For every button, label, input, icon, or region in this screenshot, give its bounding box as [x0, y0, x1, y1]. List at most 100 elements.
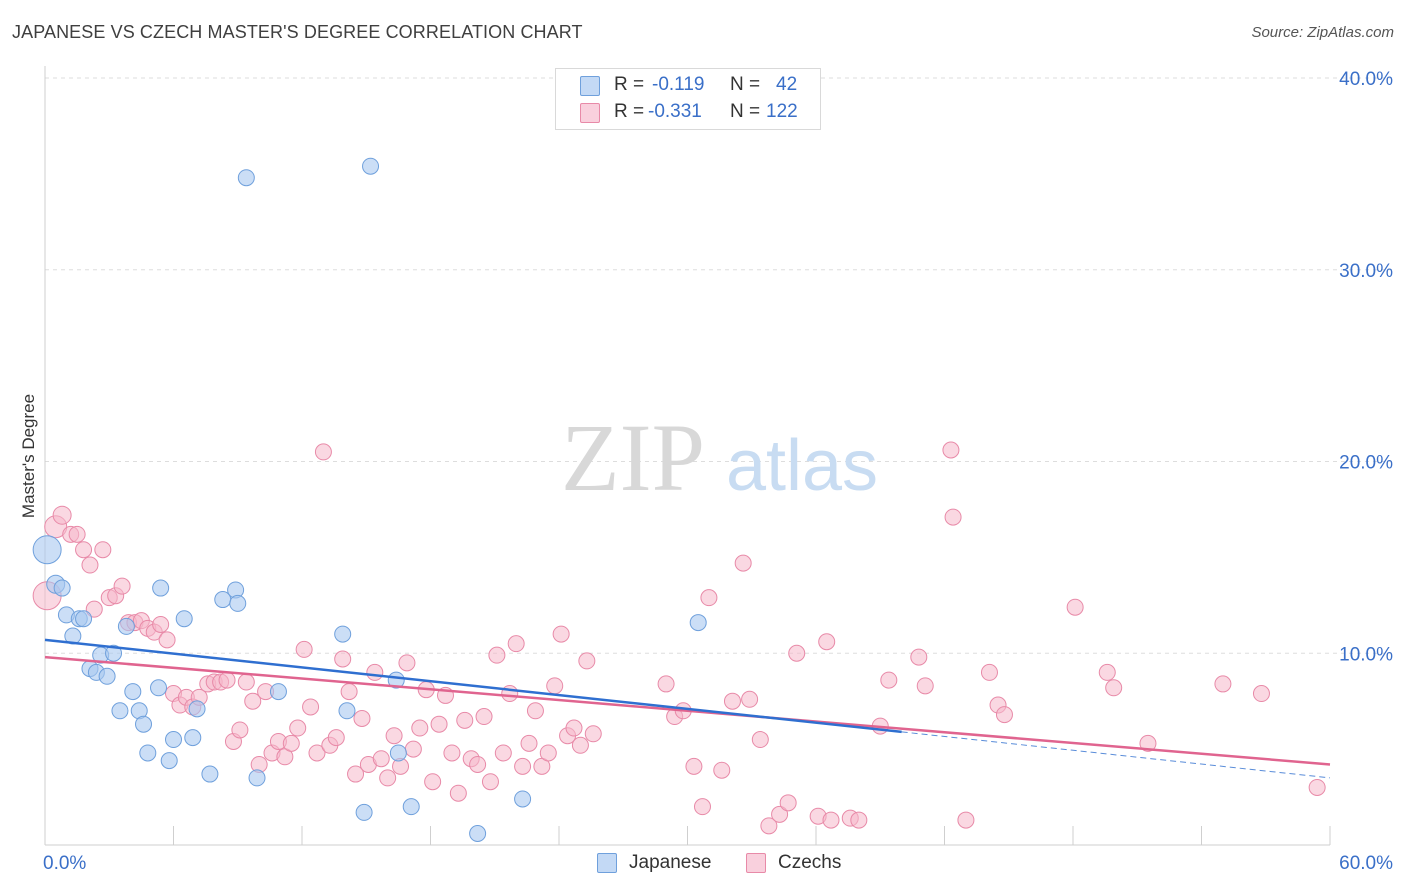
- legend: R = -0.119 N = 42 R = -0.331 N = 122: [555, 68, 821, 130]
- czech-point: [488, 646, 506, 664]
- y-tick-label: 10.0%: [1339, 644, 1393, 665]
- czech-point: [113, 577, 131, 595]
- legend-n-label: N =: [730, 74, 761, 95]
- czech-point: [52, 505, 72, 525]
- axes: [44, 66, 1331, 846]
- japanese-point: [32, 535, 62, 565]
- czech-point: [494, 744, 512, 762]
- czech-point: [404, 740, 422, 758]
- czech-point: [475, 708, 493, 726]
- czech-point: [880, 671, 898, 689]
- czech-point: [372, 750, 390, 768]
- legend-r-value: -0.331: [648, 101, 702, 122]
- japanese-point: [188, 700, 206, 718]
- czech-point: [1105, 679, 1123, 697]
- bottom-legend-label-czechs: Czechs: [778, 852, 842, 873]
- czech-point: [152, 615, 170, 633]
- czech-point: [507, 635, 525, 653]
- japanese-point: [124, 683, 142, 701]
- czech-point: [578, 652, 596, 670]
- legend-n-value: 122: [766, 101, 798, 122]
- japanese-point: [98, 667, 116, 685]
- czech-point: [308, 744, 326, 762]
- japanese-point: [117, 617, 135, 635]
- czech-point: [700, 589, 718, 607]
- japanese-point: [111, 702, 129, 720]
- czech-point: [850, 811, 868, 829]
- czech-point: [822, 811, 840, 829]
- japanese-point: [150, 679, 168, 697]
- czech-point: [334, 650, 352, 668]
- japanese-point: [389, 744, 407, 762]
- czech-point: [957, 811, 975, 829]
- watermark-atlas: atlas: [726, 426, 878, 506]
- watermark-zip: ZIP: [561, 404, 705, 511]
- japanese-point: [334, 625, 352, 643]
- japanese-point: [355, 803, 373, 821]
- legend-r-label: R =: [614, 74, 645, 95]
- japanese-point: [248, 769, 266, 787]
- czech-point: [430, 715, 448, 733]
- czech-point: [584, 725, 602, 743]
- japanese-point: [160, 752, 178, 770]
- legend-r-label: R =: [614, 101, 645, 122]
- czech-point: [295, 640, 313, 658]
- czech-point: [1252, 685, 1270, 703]
- legend-n-label: N =: [730, 101, 761, 122]
- czech-point: [385, 727, 403, 745]
- czech-point: [539, 744, 557, 762]
- y-axis-label: Master's Degree: [19, 394, 38, 518]
- czech-point: [366, 663, 384, 681]
- japanese-point: [53, 579, 71, 597]
- czech-point: [995, 706, 1013, 724]
- czech-point: [779, 794, 797, 812]
- czech-point: [411, 719, 429, 737]
- japanese-point: [184, 729, 202, 747]
- legend-r-value: -0.119: [652, 74, 705, 95]
- czech-point: [760, 817, 778, 835]
- legend-swatch-czechs: [580, 103, 600, 123]
- japanese-point: [237, 169, 255, 187]
- czech-point: [340, 683, 358, 701]
- czech-point: [314, 443, 332, 461]
- czech-point: [1139, 734, 1157, 752]
- czech-point: [1066, 598, 1084, 616]
- japanese-point: [165, 731, 182, 749]
- czech-point: [469, 755, 487, 773]
- japanese-point: [362, 157, 380, 175]
- japanese-point: [338, 702, 356, 720]
- czech-point: [449, 784, 467, 802]
- legend-n-value: 42: [776, 74, 798, 95]
- czech-point: [916, 677, 934, 695]
- czech-point: [741, 690, 759, 708]
- chart-title: JAPANESE VS CZECH MASTER'S DEGREE CORREL…: [12, 22, 583, 42]
- bottom-legend-label-japanese: Japanese: [629, 852, 712, 873]
- japanese-trend-extension: [901, 731, 1331, 779]
- legend-swatch-japanese: [580, 76, 600, 96]
- bottom-legend-swatch-japanese: [597, 853, 617, 873]
- czech-point: [657, 675, 675, 693]
- czech-point: [520, 734, 538, 752]
- czech-point: [571, 736, 589, 754]
- czech-point: [68, 525, 86, 543]
- japanese-point: [402, 798, 420, 816]
- watermark: ZIP atlas: [561, 404, 878, 511]
- czech-point: [353, 709, 371, 727]
- bottom-legend-swatch-czechs: [746, 853, 766, 873]
- japanese-point: [201, 765, 219, 783]
- czech-point: [771, 805, 789, 823]
- czech-point: [1214, 675, 1232, 693]
- czech-point: [526, 702, 544, 720]
- czech-point: [481, 773, 499, 791]
- japanese-point: [469, 824, 487, 842]
- japanese-point: [152, 579, 170, 597]
- czech-point: [81, 556, 99, 574]
- czech-point: [751, 731, 769, 749]
- czech-point: [713, 761, 731, 779]
- czech-point: [1098, 663, 1116, 681]
- czech-point: [818, 633, 836, 651]
- czech-point: [456, 711, 474, 729]
- grid-lines: [45, 77, 1392, 654]
- y-tick-label: 20.0%: [1339, 453, 1393, 474]
- y-tick-label: 40.0%: [1339, 69, 1393, 90]
